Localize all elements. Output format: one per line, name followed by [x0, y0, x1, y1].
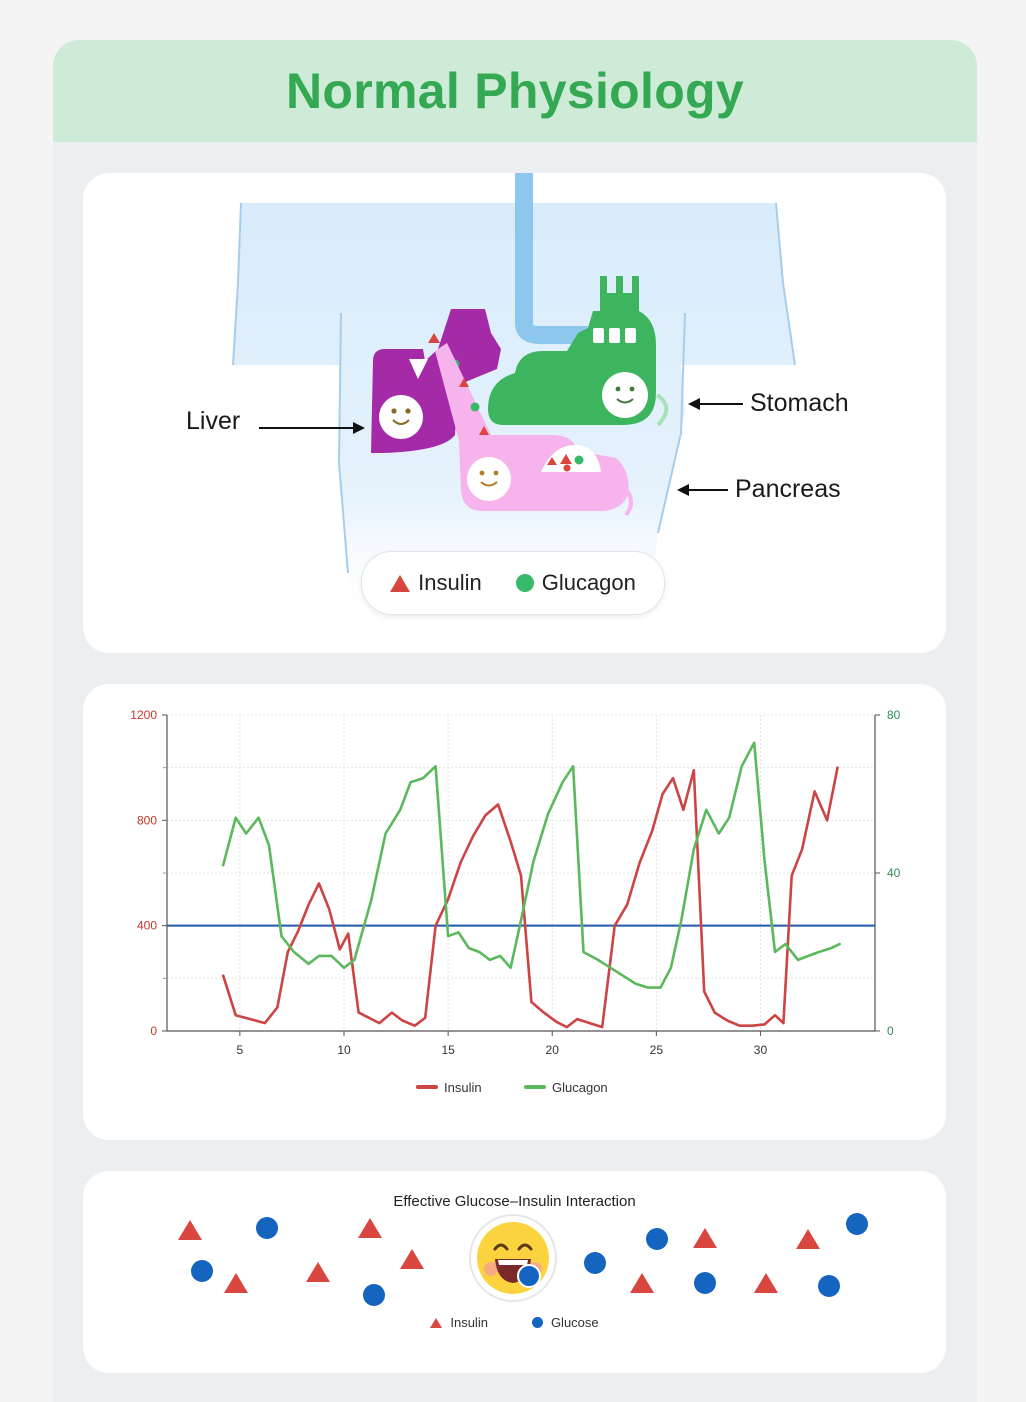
x-tick-label: 25	[650, 1043, 664, 1057]
x-tick-label: 30	[754, 1043, 768, 1057]
torso-outline-right-inner	[657, 312, 686, 534]
torso-outline-right	[775, 202, 796, 366]
y-right-tick-label: 40	[887, 866, 901, 880]
legend-insulin-label: Insulin	[418, 570, 482, 595]
x-tick-label: 10	[337, 1043, 351, 1057]
interaction-illustration	[178, 1213, 868, 1306]
interaction-legend-glucose: Glucose	[550, 1315, 599, 1330]
liver-icon	[371, 309, 501, 453]
series-line-glucagon	[221, 741, 841, 989]
pancreas-icon	[435, 343, 633, 517]
stomach-arrow-icon	[688, 398, 743, 410]
laughing-face-icon	[469, 1214, 557, 1302]
x-tick-label: 15	[441, 1043, 455, 1057]
interaction-card: Effective Glucose–Insulin Interaction	[83, 1171, 946, 1373]
y-left-tick-label: 0	[150, 1024, 157, 1038]
liver-label: Liver	[186, 407, 241, 435]
interaction-legend-insulin: Insulin	[450, 1315, 488, 1330]
insulin-triangle-icon	[754, 1273, 778, 1293]
glucose-dot-icon	[584, 1252, 606, 1274]
glucose-dot-icon	[646, 1228, 668, 1250]
anatomy-illustration	[232, 173, 796, 628]
insulin-triangle-icon	[400, 1249, 424, 1269]
glucose-dot-icon	[818, 1275, 840, 1297]
glucose-dot-icon	[191, 1260, 213, 1282]
insulin-triangle-icon	[390, 574, 411, 592]
series-line-insulin	[221, 766, 839, 1029]
glucagon-dot-icon	[515, 574, 534, 592]
legend-glucagon-label: Glucagon	[541, 570, 636, 595]
anatomy-legend: Insulin Glucagon	[361, 551, 665, 615]
legend-label-insulin: Insulin	[444, 1080, 482, 1095]
x-tick-label: 5	[237, 1043, 244, 1057]
pancreas-arrow-icon	[677, 484, 728, 496]
insulin-triangle-icon	[358, 1218, 382, 1238]
liver-arrow-icon	[259, 422, 365, 434]
y-left-tick-label: 400	[137, 919, 157, 933]
pancreas-label: Pancreas	[735, 475, 841, 503]
stomach-label: Stomach	[750, 389, 849, 417]
interaction-title: Effective Glucose–Insulin Interaction	[393, 1193, 636, 1210]
glucose-dot-icon	[531, 1317, 543, 1328]
insulin-triangle-icon	[178, 1220, 202, 1240]
insulin-triangle-icon	[796, 1229, 820, 1249]
y-left-tick-label: 800	[137, 813, 157, 827]
stomach-icon	[488, 276, 669, 427]
interaction-legend: Insulin Glucose	[83, 1315, 946, 1330]
page-title: Normal Physiology	[286, 63, 744, 119]
insulin-triangle-icon	[693, 1228, 717, 1248]
glucose-dot-icon	[694, 1272, 716, 1294]
hormone-line-chart: 5 10 15 20 25 30 0 400 800 1200 0 40 80 Insulin Glucag…	[130, 708, 901, 1095]
anatomy-card: Liver Stomach Pancreas Insulin Glucagon	[83, 173, 946, 653]
hormone-chart-card: 5 10 15 20 25 30 0 400 800 1200 0 40 80 Insulin Glucag…	[83, 684, 946, 1140]
glucose-dot-icon	[846, 1213, 868, 1235]
infographic-panel: Normal Physiology	[53, 40, 977, 1402]
torso-outline-left-inner	[337, 312, 349, 574]
insulin-triangle-icon	[224, 1273, 248, 1293]
y-right-tick-label: 80	[887, 708, 901, 722]
x-tick-label: 20	[546, 1043, 560, 1057]
legend-label-glucagon: Glucagon	[552, 1080, 608, 1095]
insulin-triangle-icon	[306, 1262, 330, 1282]
header-banner: Normal Physiology	[53, 40, 977, 142]
y-left-tick-label: 1200	[130, 708, 157, 722]
torso-outline-left	[232, 202, 242, 366]
glucose-dot-icon	[363, 1284, 385, 1306]
glucose-dot-icon	[256, 1217, 278, 1239]
insulin-triangle-icon	[630, 1273, 654, 1293]
esophagus	[515, 173, 602, 344]
insulin-triangle-icon	[430, 1317, 443, 1328]
y-right-tick-label: 0	[887, 1024, 894, 1038]
